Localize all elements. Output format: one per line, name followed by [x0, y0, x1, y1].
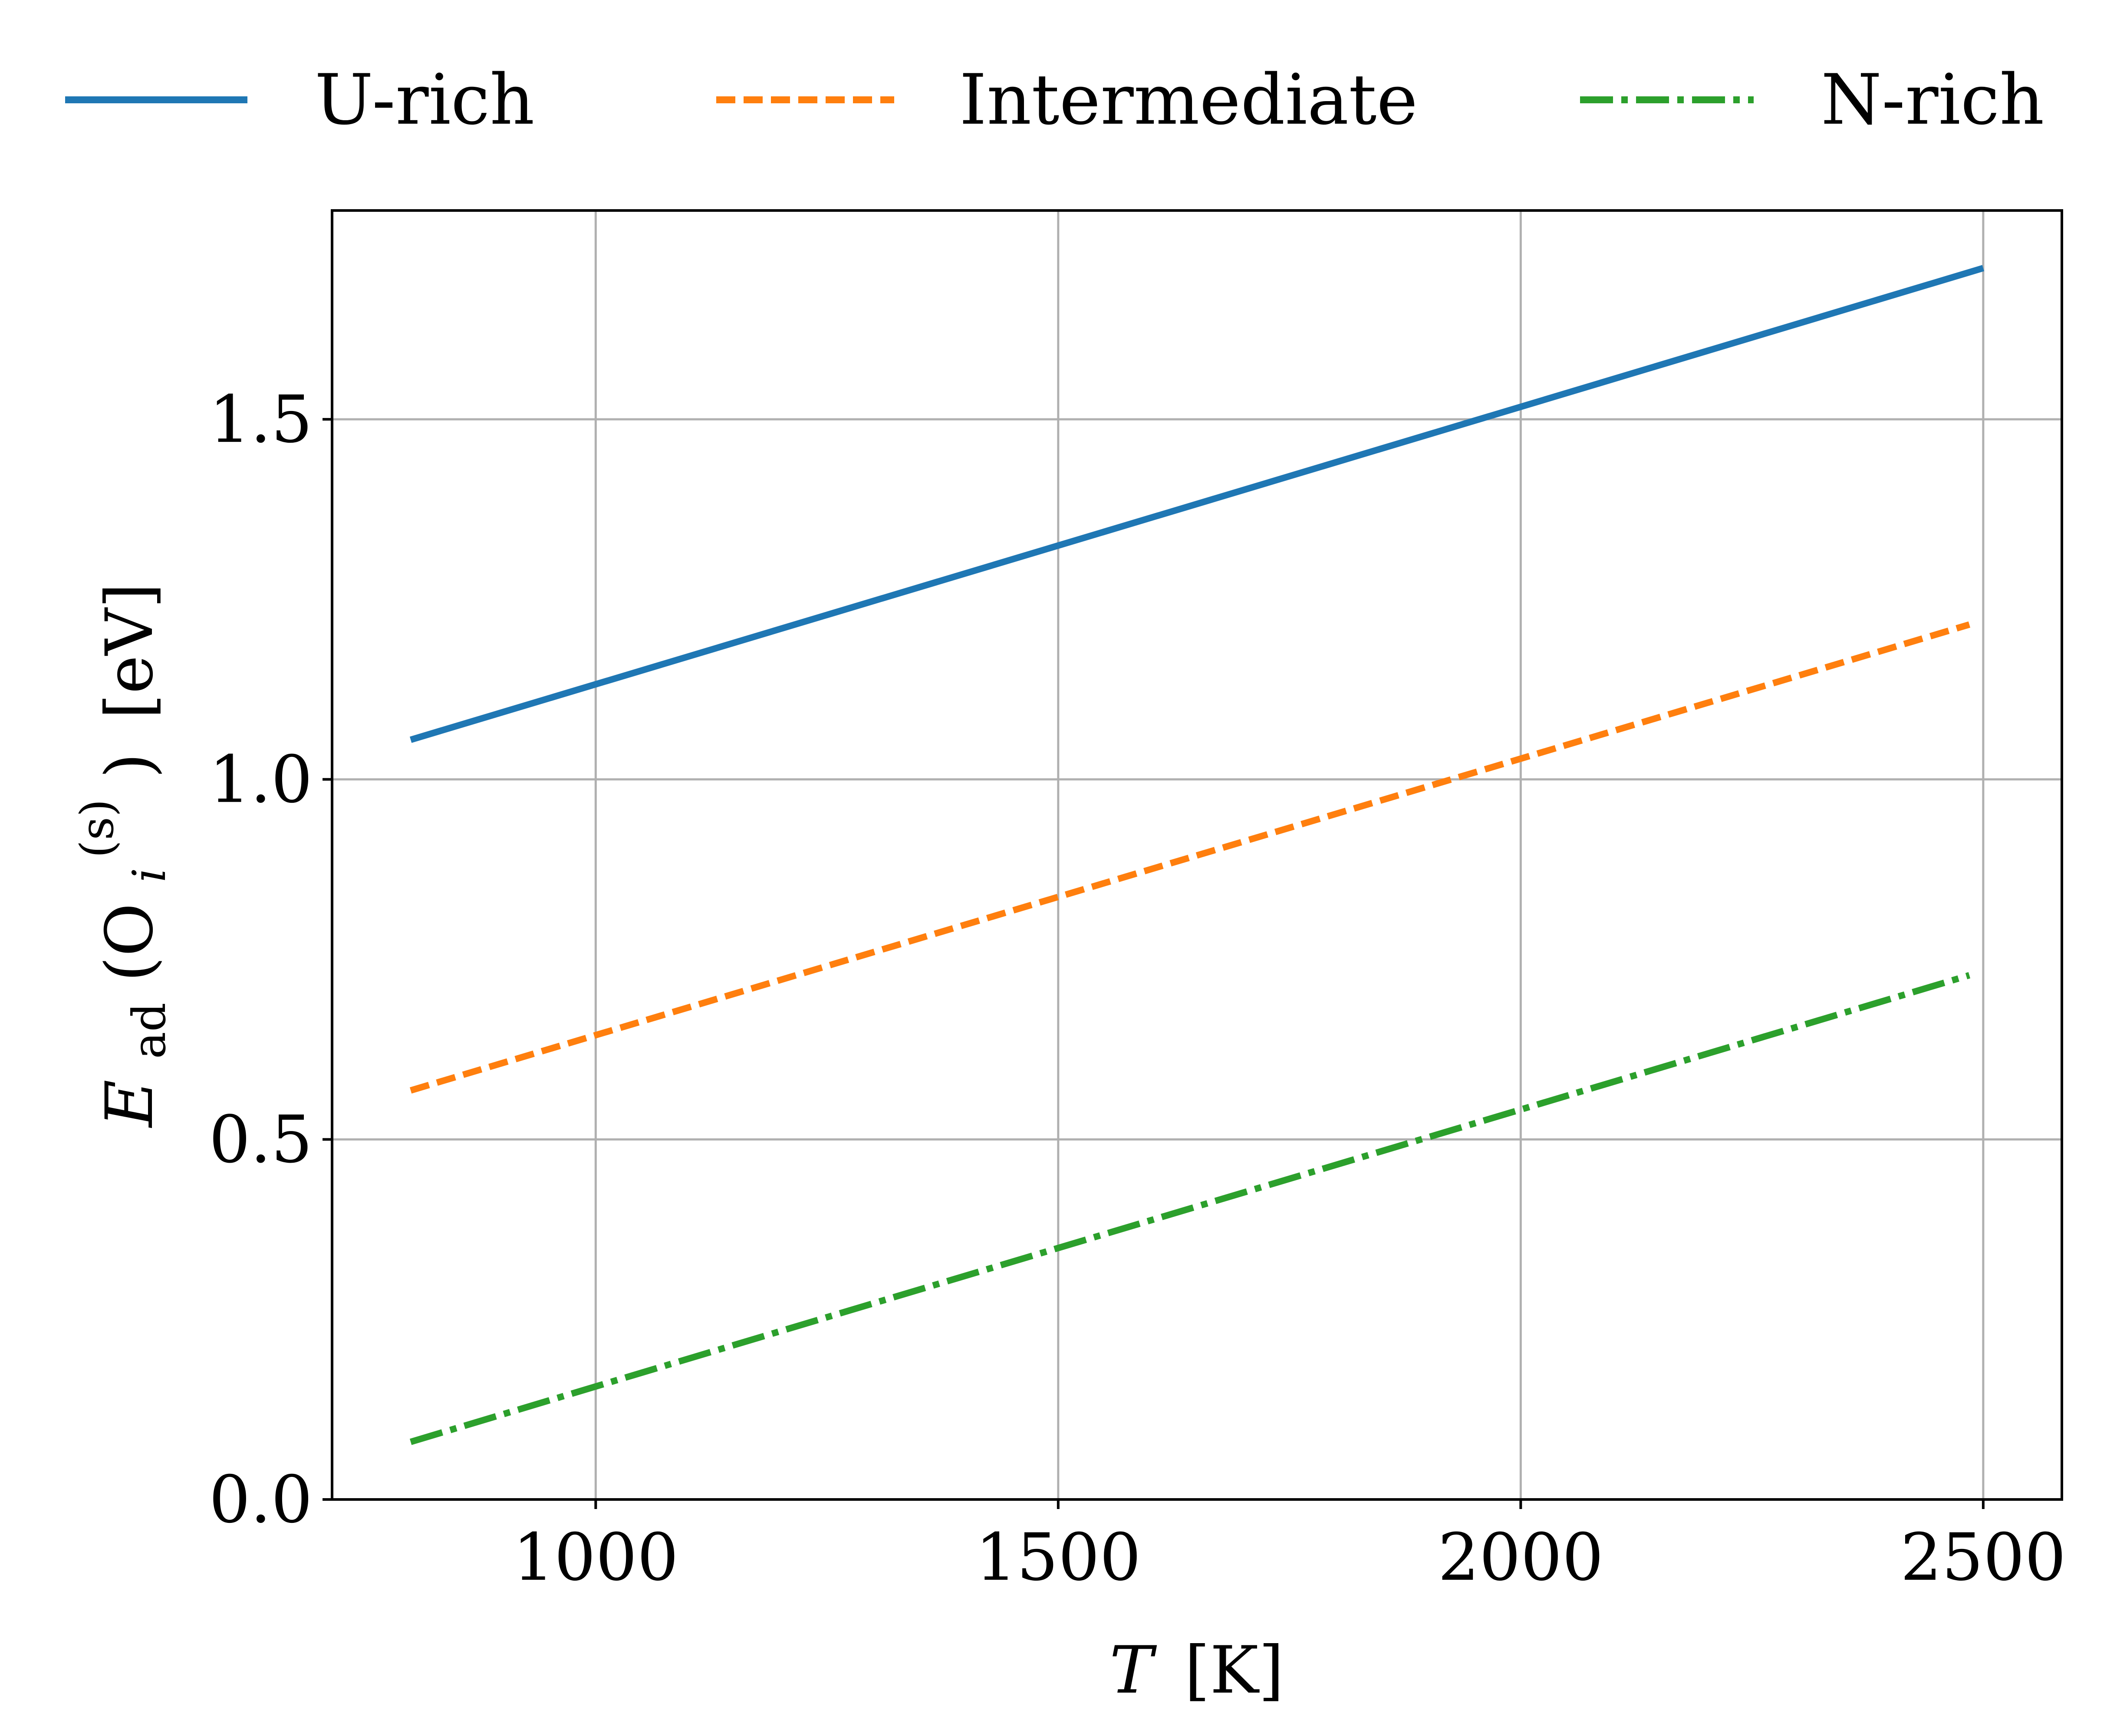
x-tick-label-3: 2500 [1900, 1520, 2066, 1595]
x-axis-title: T [K] [1109, 1633, 1284, 1708]
legend-item-u-rich: U-rich [65, 59, 534, 140]
series-line-u-rich [409, 265, 1985, 743]
x-tick-label-0: 1000 [513, 1520, 678, 1595]
y-tick-label-3: 1.5 [209, 382, 313, 457]
x-axis-unit: [K] [1185, 1633, 1284, 1708]
series-line-intermediate [409, 621, 1971, 1094]
y-tick-label-0: 0.0 [209, 1462, 313, 1538]
x-tick-label-1: 1500 [975, 1520, 1141, 1595]
legend: U-rich Intermediate N-rich [65, 59, 2044, 140]
y-axis-close-paren: ) [92, 753, 168, 779]
plot-frame [331, 209, 2063, 1501]
series-group [409, 265, 1985, 1445]
y-axis-species-subscript: i [123, 868, 176, 883]
series-line-n-rich [409, 972, 1971, 1445]
y-axis-unit: [eV] [92, 583, 168, 719]
legend-label-intermediate: Intermediate [959, 59, 1418, 140]
y-axis: 0.0 0.5 1.0 1.5 [209, 382, 332, 1538]
legend-label-u-rich: U-rich [315, 59, 534, 140]
legend-item-n-rich: N-rich [1580, 59, 2044, 140]
y-tick-label-1: 0.5 [209, 1102, 313, 1177]
y-axis-symbol: E [92, 1080, 168, 1129]
y-axis-species-superscript: (s) [71, 799, 124, 858]
x-axis-symbol: T [1109, 1633, 1157, 1708]
y-axis-title: E ad (O i (s) ) [eV] [53, 583, 181, 1128]
y-axis-subscript: ad [123, 1003, 176, 1059]
y-tick-label-2: 1.0 [209, 742, 313, 818]
x-axis: 1000 1500 2000 2500 [513, 1499, 2066, 1595]
y-axis-open-paren: (O [92, 903, 168, 982]
legend-label-n-rich: N-rich [1821, 59, 2044, 140]
x-tick-label-2: 2000 [1438, 1520, 1603, 1595]
legend-item-intermediate: Intermediate [716, 59, 1418, 140]
